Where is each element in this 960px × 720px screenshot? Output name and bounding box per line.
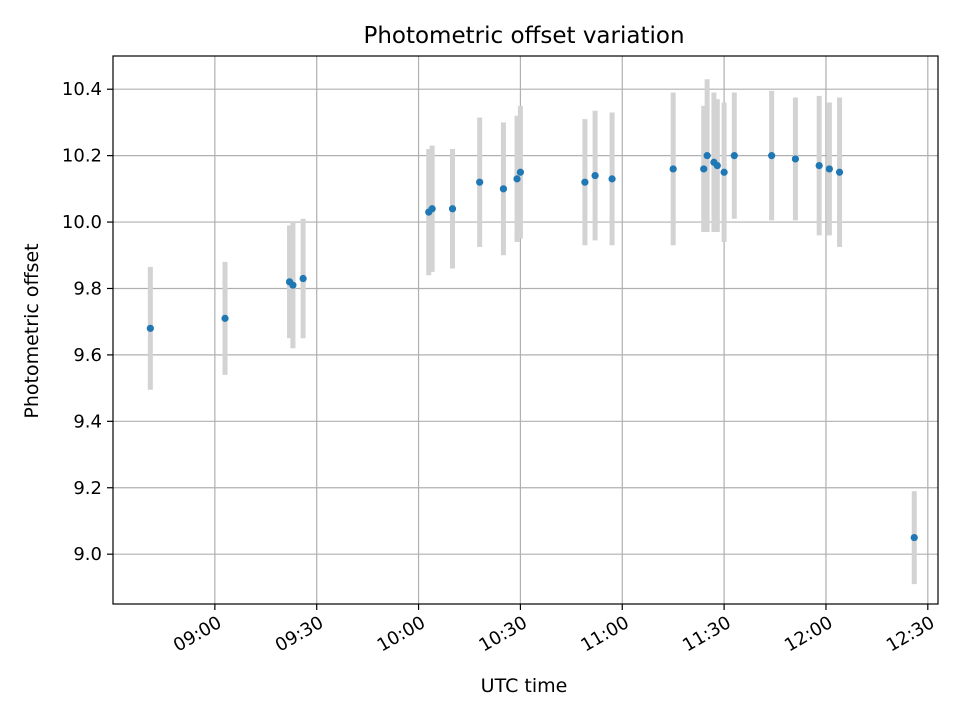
data-point bbox=[448, 205, 457, 213]
data-points bbox=[146, 152, 918, 542]
data-point bbox=[713, 162, 721, 170]
data-point bbox=[299, 274, 307, 283]
y-tick-label: 9.4 bbox=[73, 411, 102, 432]
data-point bbox=[513, 175, 521, 183]
data-point bbox=[768, 152, 776, 160]
data-point bbox=[720, 168, 728, 176]
y-tick-label: 9.0 bbox=[73, 544, 102, 565]
data-point bbox=[476, 178, 484, 186]
y-tick-label: 10.2 bbox=[62, 146, 102, 167]
data-point bbox=[910, 533, 918, 542]
data-point bbox=[581, 178, 589, 186]
y-axis-label: Photometric offset bbox=[21, 243, 43, 418]
data-point bbox=[221, 314, 229, 322]
y-tick-label: 9.8 bbox=[73, 278, 102, 299]
y-tick-label: 10.0 bbox=[62, 212, 102, 233]
data-point bbox=[815, 162, 823, 170]
y-tick-label: 9.2 bbox=[73, 478, 102, 499]
data-point bbox=[730, 152, 738, 160]
data-point bbox=[791, 155, 800, 163]
data-point bbox=[289, 281, 297, 289]
data-point bbox=[700, 165, 708, 173]
data-point bbox=[146, 324, 154, 332]
data-point bbox=[428, 205, 436, 213]
chart-title: Photometric offset variation bbox=[363, 23, 684, 49]
data-point bbox=[703, 152, 711, 160]
data-point bbox=[516, 168, 525, 176]
data-point bbox=[825, 165, 833, 173]
plot-frame bbox=[112, 55, 939, 605]
y-tick-label: 10.4 bbox=[62, 79, 102, 100]
data-point bbox=[608, 175, 616, 183]
y-tick-label: 9.6 bbox=[73, 345, 102, 366]
data-point bbox=[499, 185, 508, 193]
data-point bbox=[835, 168, 844, 176]
data-point bbox=[669, 165, 677, 173]
data-point bbox=[591, 171, 599, 180]
x-axis-label: UTC time bbox=[481, 675, 568, 697]
